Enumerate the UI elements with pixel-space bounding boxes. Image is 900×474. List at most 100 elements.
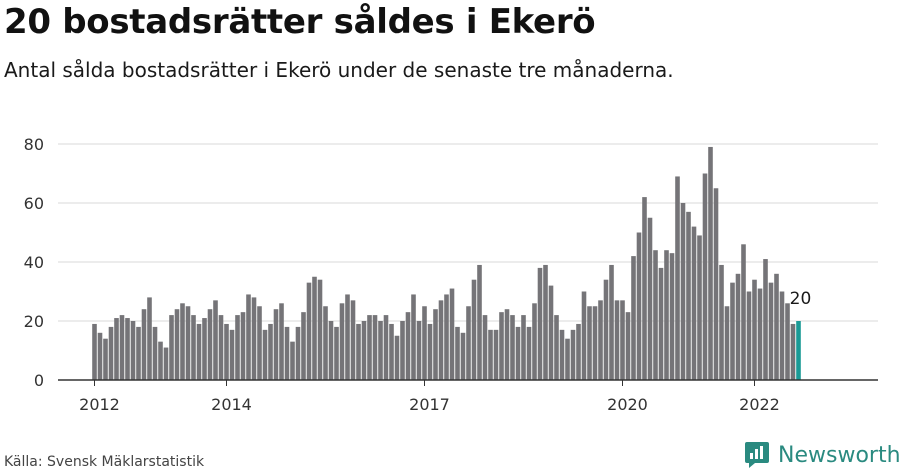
bar <box>664 250 669 380</box>
bar <box>119 315 125 380</box>
bar <box>625 312 631 380</box>
bar <box>339 303 345 380</box>
bar <box>548 285 554 380</box>
bar <box>246 294 251 380</box>
newsworthy-brand-name: Newsworthy <box>778 442 900 468</box>
bar <box>383 315 389 380</box>
bar <box>691 226 697 380</box>
newsworthy-logo-icon <box>745 442 769 468</box>
bar <box>642 197 647 380</box>
bar <box>702 173 708 380</box>
bar <box>477 264 482 380</box>
y-tick-label-40: 40 <box>24 253 44 272</box>
bar <box>598 300 603 380</box>
bar <box>163 347 169 380</box>
newsworthy-logo[interactable]: Newsworthy <box>744 441 900 469</box>
bar <box>482 315 488 380</box>
bar <box>229 329 235 380</box>
bar <box>92 323 97 380</box>
bar <box>416 321 422 380</box>
bar <box>763 259 768 380</box>
bar <box>746 291 752 380</box>
y-tick-label-60: 60 <box>24 194 44 213</box>
bar <box>411 294 416 380</box>
bar <box>301 312 306 380</box>
x-tick-label: 2022 <box>739 395 780 414</box>
x-tick-label: 2020 <box>607 395 648 414</box>
bar <box>647 217 653 380</box>
bar <box>196 323 202 380</box>
bar <box>493 329 499 380</box>
bar <box>422 306 427 380</box>
bar <box>614 300 620 380</box>
bar <box>515 326 521 380</box>
x-tick-label: 2014 <box>211 395 252 414</box>
x-tick-label: 2012 <box>79 395 120 414</box>
bar <box>191 315 196 380</box>
bar <box>609 264 614 380</box>
bar <box>174 309 180 380</box>
bar <box>361 321 367 380</box>
bar <box>284 326 290 380</box>
bar <box>653 250 658 380</box>
labels: 0 20 40 60 80 2012 2014 2017 2020 2022 20 <box>24 135 812 414</box>
bar <box>213 300 218 380</box>
bar <box>790 323 796 380</box>
bar <box>455 326 460 380</box>
bar <box>433 309 438 380</box>
bar <box>521 315 526 380</box>
bar <box>169 315 174 380</box>
bar <box>576 323 581 380</box>
bar <box>592 306 598 380</box>
bar <box>741 244 746 380</box>
bar <box>532 303 537 380</box>
bar <box>295 326 301 380</box>
y-tick-label-80: 80 <box>24 135 44 154</box>
bar <box>125 318 130 380</box>
bar <box>345 294 350 380</box>
chart-subtitle: Antal sålda bostadsrätter i Ekerö under … <box>4 58 674 82</box>
bar <box>466 306 471 380</box>
bar <box>262 329 268 380</box>
bar <box>251 297 257 380</box>
bar <box>526 326 532 380</box>
bar <box>400 321 405 380</box>
bar <box>460 332 466 380</box>
bar <box>114 318 119 380</box>
bar <box>350 300 356 380</box>
bar <box>328 321 334 380</box>
bar <box>603 279 609 380</box>
bar <box>202 318 207 380</box>
bar <box>323 306 328 380</box>
bar <box>136 326 141 380</box>
bar <box>130 321 136 380</box>
bar <box>785 303 790 380</box>
bar <box>224 323 229 380</box>
bar <box>218 315 224 380</box>
bar <box>438 300 444 380</box>
bar <box>103 338 108 380</box>
bar <box>158 341 163 380</box>
bar <box>510 315 515 380</box>
bar <box>367 315 372 380</box>
bar <box>108 326 114 380</box>
bar <box>631 256 636 380</box>
bar <box>680 203 686 380</box>
bar <box>537 267 543 380</box>
bar <box>279 303 284 380</box>
x-tick-label: 2017 <box>409 395 450 414</box>
bar <box>378 321 383 380</box>
bar <box>581 291 587 380</box>
bar <box>686 211 691 380</box>
bar <box>724 306 730 380</box>
bar <box>290 341 295 380</box>
bar <box>97 332 103 380</box>
bar <box>449 288 455 380</box>
bar <box>658 267 664 380</box>
bar <box>499 312 504 380</box>
bar <box>268 323 273 380</box>
bar <box>757 288 763 380</box>
bar <box>257 306 262 380</box>
bar <box>752 279 757 380</box>
